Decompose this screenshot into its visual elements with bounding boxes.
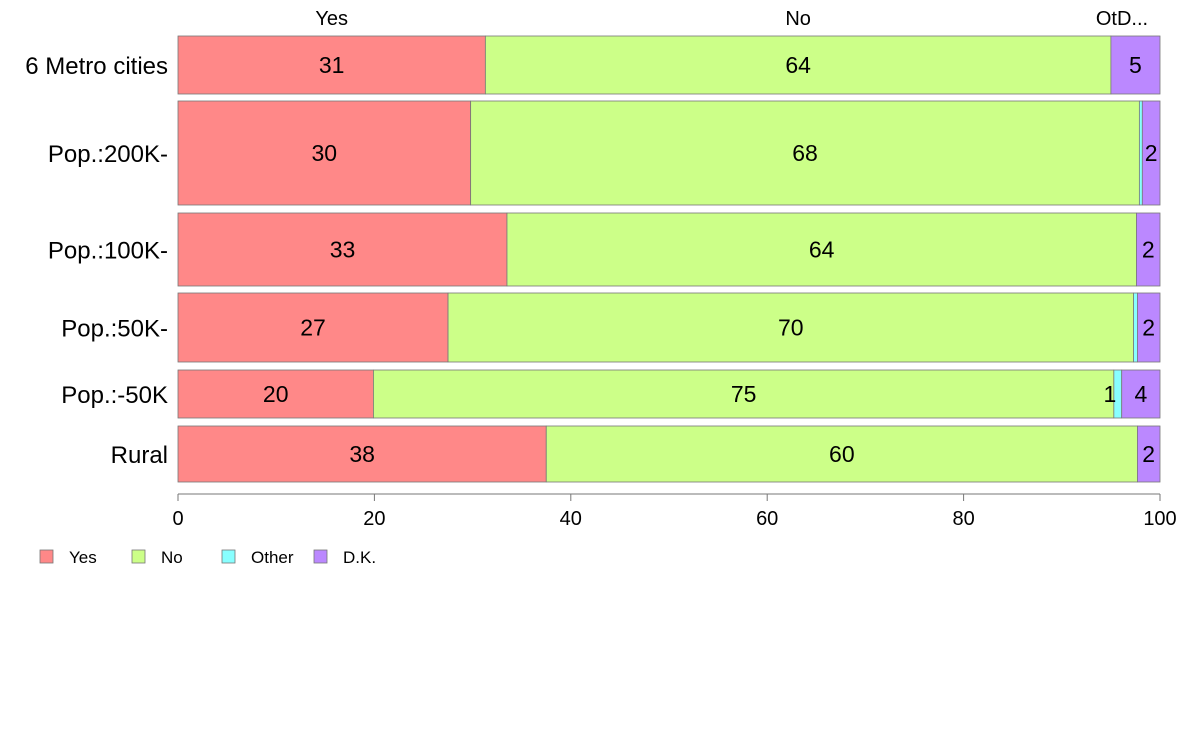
data-label: 64 (785, 52, 811, 78)
x-tick-label: 40 (560, 508, 582, 530)
category-label: Rural (111, 442, 168, 469)
legend-swatch (221, 549, 236, 564)
bar-segment-no (470, 100, 1140, 206)
data-label: 68 (792, 140, 818, 166)
data-label: 38 (349, 441, 375, 467)
data-label: 2 (1142, 237, 1155, 263)
column-header: Yes (315, 8, 348, 30)
x-axis: 0 20 40 60 80 100 (172, 493, 1177, 530)
bar-segment-yes (177, 100, 472, 206)
data-label: 2 (1142, 441, 1155, 467)
bar-segment-yes (177, 292, 449, 363)
bar-segment-other (1138, 100, 1143, 206)
data-label: 27 (300, 315, 326, 341)
legend-swatch (313, 549, 328, 564)
data-label: 70 (778, 315, 804, 341)
bar-segment-no (373, 369, 1115, 419)
data-label: 30 (312, 140, 338, 166)
bar-segment-dk (1121, 369, 1161, 419)
data-label: 1 (1103, 381, 1116, 407)
data-label: 75 (731, 381, 757, 407)
bar-segment-no (447, 292, 1134, 363)
legend-label: Yes (69, 548, 97, 567)
x-tick-label: 20 (363, 508, 385, 530)
bar-segment-other (1133, 292, 1138, 363)
bar-segment-dk (1137, 425, 1161, 483)
bar-segment-yes (177, 35, 486, 95)
data-label: 64 (809, 237, 835, 263)
category-labels: 6 Metro cities Pop.:200K- Pop.:100K- Pop.:5… (25, 53, 168, 469)
column-header: OtD... (1096, 8, 1148, 30)
data-label: 5 (1129, 52, 1142, 78)
column-headers: Yes No OtD... (315, 8, 1148, 30)
bar-segment-yes (177, 425, 547, 483)
bar-segment-dk (1141, 100, 1161, 206)
bar-segment-no (484, 35, 1112, 95)
x-tick-label: 80 (952, 508, 974, 530)
category-label: Pop.:-50K (61, 382, 168, 409)
legend-label: D.K. (343, 548, 376, 567)
category-label: Pop.:50K- (61, 316, 168, 343)
data-label: 2 (1145, 140, 1158, 166)
bar-segment-dk (1110, 35, 1161, 95)
data-label: 31 (319, 52, 345, 78)
bar-segment-no (545, 425, 1138, 483)
category-label: Pop.:100K- (48, 238, 168, 265)
data-label: 33 (330, 237, 356, 263)
legend-label: No (161, 548, 183, 567)
bar-segment-dk (1137, 292, 1161, 363)
x-tick-label: 0 (172, 508, 183, 530)
legend: Yes No Other D.K. (39, 548, 376, 567)
legend-swatch (39, 549, 54, 564)
legend-swatch (131, 549, 146, 564)
bar-segment-yes (177, 212, 508, 287)
bar-segment-dk (1136, 212, 1161, 287)
x-tick-label: 60 (756, 508, 778, 530)
x-tick-label: 100 (1143, 508, 1176, 530)
bar-segment-yes (177, 369, 374, 419)
column-header: No (785, 8, 811, 30)
legend-label: Other (251, 548, 294, 567)
data-label: 20 (263, 381, 289, 407)
data-label: 2 (1142, 315, 1155, 341)
data-label: 60 (829, 441, 855, 467)
bar-segment-no (506, 212, 1137, 287)
bars: 31 64 5 30 68 2 33 64 2 27 70 2 20 75 1 4 38 60 2 (177, 35, 1161, 483)
category-label: 6 Metro cities (25, 53, 168, 80)
category-label: Pop.:200K- (48, 141, 168, 168)
data-label: 4 (1134, 381, 1147, 407)
